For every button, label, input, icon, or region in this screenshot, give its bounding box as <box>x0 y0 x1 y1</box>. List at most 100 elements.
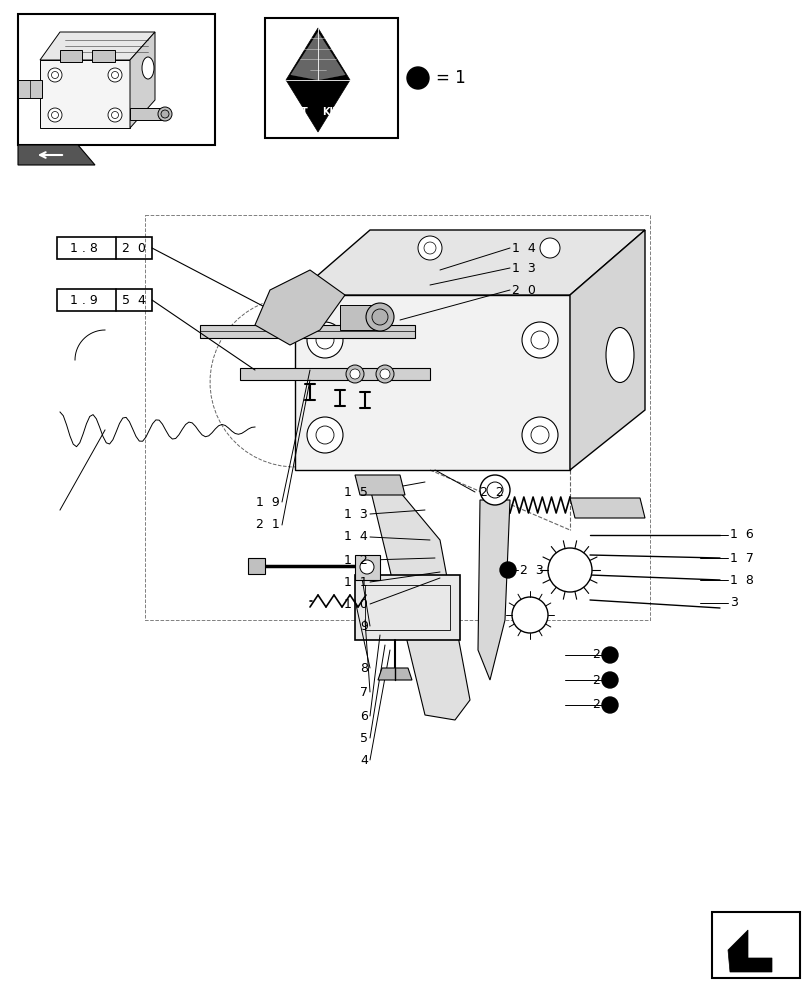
Bar <box>57 289 152 311</box>
Text: 2  0: 2 0 <box>512 284 535 296</box>
Circle shape <box>380 369 389 379</box>
Text: 9: 9 <box>360 619 367 633</box>
Bar <box>18 14 215 145</box>
Bar <box>264 18 397 138</box>
Polygon shape <box>354 555 380 580</box>
Text: 6: 6 <box>360 710 367 722</box>
Polygon shape <box>378 668 411 680</box>
Polygon shape <box>255 270 345 345</box>
Text: 2: 2 <box>591 698 599 712</box>
Polygon shape <box>569 230 644 470</box>
Circle shape <box>350 369 359 379</box>
Text: 1  8: 1 8 <box>729 574 753 586</box>
Circle shape <box>359 560 374 574</box>
Circle shape <box>500 562 515 578</box>
Circle shape <box>315 426 333 444</box>
Bar <box>365 585 449 630</box>
Polygon shape <box>200 325 414 338</box>
Circle shape <box>315 331 333 349</box>
Circle shape <box>530 426 548 444</box>
Text: 1  4: 1 4 <box>512 241 535 254</box>
Circle shape <box>539 238 560 258</box>
Text: 1  0: 1 0 <box>344 597 367 610</box>
Ellipse shape <box>605 328 633 382</box>
Polygon shape <box>40 32 155 60</box>
Text: 1  1: 1 1 <box>344 576 367 588</box>
Text: 3: 3 <box>729 596 737 609</box>
Polygon shape <box>367 480 470 720</box>
Text: 5: 5 <box>359 732 367 744</box>
Text: 2: 2 <box>591 648 599 662</box>
Text: 1  9: 1 9 <box>256 495 280 508</box>
Polygon shape <box>40 60 130 128</box>
Circle shape <box>345 365 363 383</box>
Circle shape <box>108 68 122 82</box>
Polygon shape <box>18 145 95 165</box>
Circle shape <box>601 647 617 663</box>
Polygon shape <box>294 295 569 470</box>
Circle shape <box>48 68 62 82</box>
Circle shape <box>307 417 342 453</box>
Text: KIT: KIT <box>290 107 307 117</box>
Text: 1  4: 1 4 <box>344 530 367 544</box>
Text: 8: 8 <box>359 662 367 674</box>
Circle shape <box>158 107 172 121</box>
Polygon shape <box>354 575 460 640</box>
Text: KIT: KIT <box>322 107 339 117</box>
Circle shape <box>423 242 436 254</box>
Circle shape <box>521 322 557 358</box>
Text: 2  3: 2 3 <box>519 564 543 576</box>
Text: 2  0: 2 0 <box>122 241 146 254</box>
Bar <box>57 237 152 259</box>
Circle shape <box>307 322 342 358</box>
Polygon shape <box>18 80 42 98</box>
Circle shape <box>111 112 118 119</box>
Text: 1  3: 1 3 <box>512 261 535 274</box>
Circle shape <box>108 108 122 122</box>
Polygon shape <box>340 305 380 330</box>
Polygon shape <box>247 558 264 574</box>
Polygon shape <box>294 230 644 295</box>
Polygon shape <box>92 50 115 62</box>
Circle shape <box>161 110 169 118</box>
Text: 1 . 8: 1 . 8 <box>70 241 98 254</box>
Circle shape <box>418 236 441 260</box>
Circle shape <box>366 303 393 331</box>
Text: 2  2: 2 2 <box>479 486 503 498</box>
Text: 4: 4 <box>360 754 367 766</box>
Text: = 1: = 1 <box>436 69 466 87</box>
Text: 1  3: 1 3 <box>344 508 367 520</box>
Polygon shape <box>290 32 345 80</box>
Circle shape <box>51 72 58 79</box>
Polygon shape <box>60 50 82 62</box>
Circle shape <box>547 548 591 592</box>
Circle shape <box>601 697 617 713</box>
Circle shape <box>530 331 548 349</box>
Circle shape <box>111 72 118 79</box>
Text: 1  6: 1 6 <box>729 528 753 542</box>
Bar <box>711 912 799 978</box>
Polygon shape <box>285 28 350 132</box>
Text: 5  4: 5 4 <box>122 294 146 306</box>
Polygon shape <box>727 930 771 972</box>
Text: 2  1: 2 1 <box>256 518 280 532</box>
Text: 1 . 9: 1 . 9 <box>70 294 98 306</box>
Circle shape <box>512 597 547 633</box>
Text: 1  5: 1 5 <box>344 486 367 498</box>
Circle shape <box>487 482 502 498</box>
Polygon shape <box>354 475 405 495</box>
Circle shape <box>371 309 388 325</box>
Circle shape <box>375 365 393 383</box>
Ellipse shape <box>142 57 154 79</box>
Circle shape <box>406 67 428 89</box>
Circle shape <box>601 672 617 688</box>
Text: 2: 2 <box>591 674 599 686</box>
Polygon shape <box>130 108 165 120</box>
Text: 7: 7 <box>359 686 367 698</box>
Circle shape <box>48 108 62 122</box>
Text: 1  2: 1 2 <box>344 554 367 566</box>
Circle shape <box>521 417 557 453</box>
Polygon shape <box>130 32 155 128</box>
Polygon shape <box>569 498 644 518</box>
Circle shape <box>479 475 509 505</box>
